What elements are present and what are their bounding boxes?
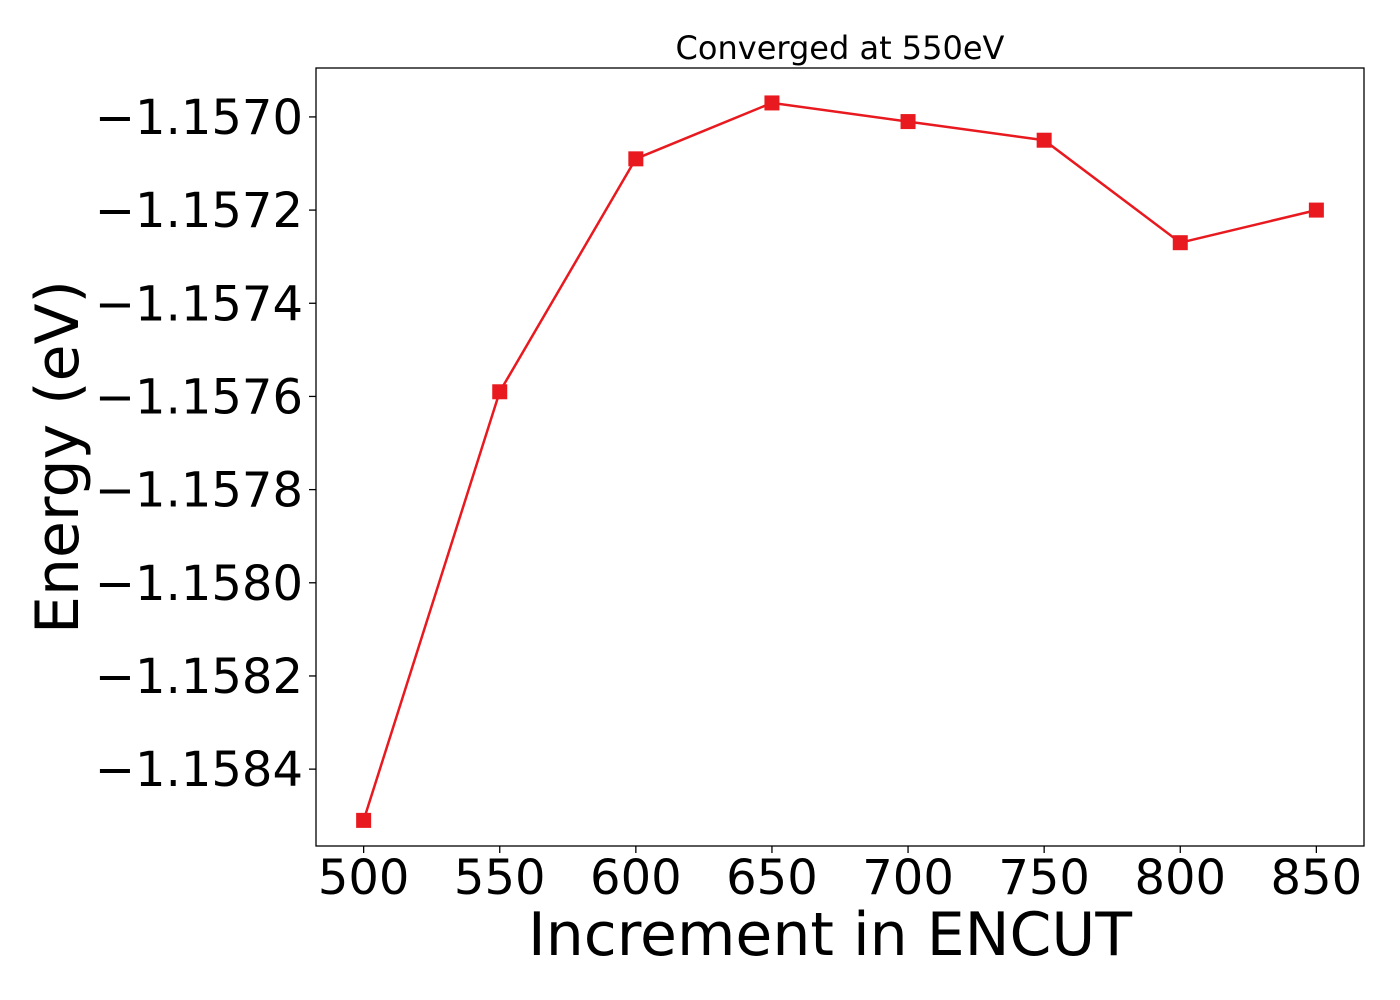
y-tick-label: −1.1580 <box>95 556 303 612</box>
y-tick-label: −1.1572 <box>95 183 303 239</box>
x-tick-label: 700 <box>862 850 954 906</box>
x-axis-label: Increment in ENCUT <box>528 900 1132 970</box>
x-tick-label: 500 <box>318 850 410 906</box>
plot-area-frame <box>315 67 1365 847</box>
chart-title: Converged at 550eV <box>676 29 1005 67</box>
x-tick-label: 800 <box>1134 850 1226 906</box>
x-tick-label: 600 <box>590 850 682 906</box>
x-tick-label: 650 <box>726 850 818 906</box>
y-tick-label: −1.1570 <box>95 90 303 146</box>
series-line <box>362 101 1317 821</box>
y-axis-ticks: −1.1570 −1.1572 −1.1574 −1.1576 −1.1578 −1.15… <box>95 90 316 798</box>
x-tick-label: 750 <box>998 850 1090 906</box>
data-point-marker <box>764 95 780 111</box>
data-point-marker <box>1172 235 1188 251</box>
data-point-marker <box>1036 132 1052 148</box>
x-axis-ticks: 500 550 600 650 700 750 800 850 <box>318 846 1362 906</box>
y-tick-label: −1.1576 <box>95 369 303 425</box>
x-tick-label: 850 <box>1271 850 1363 906</box>
x-tick-label: 550 <box>454 850 546 906</box>
data-point-marker <box>1308 202 1324 218</box>
y-tick-label: −1.1574 <box>95 276 303 332</box>
y-axis-label: Energy (eV) <box>23 280 93 634</box>
y-tick-label: −1.1582 <box>95 649 303 705</box>
series-layer <box>356 95 1324 828</box>
data-point-marker <box>900 114 916 130</box>
data-point-marker <box>628 151 644 167</box>
data-point-marker <box>492 384 508 400</box>
data-point-marker <box>356 812 372 828</box>
y-tick-label: −1.1584 <box>95 742 303 798</box>
y-tick-label: −1.1578 <box>95 463 303 519</box>
